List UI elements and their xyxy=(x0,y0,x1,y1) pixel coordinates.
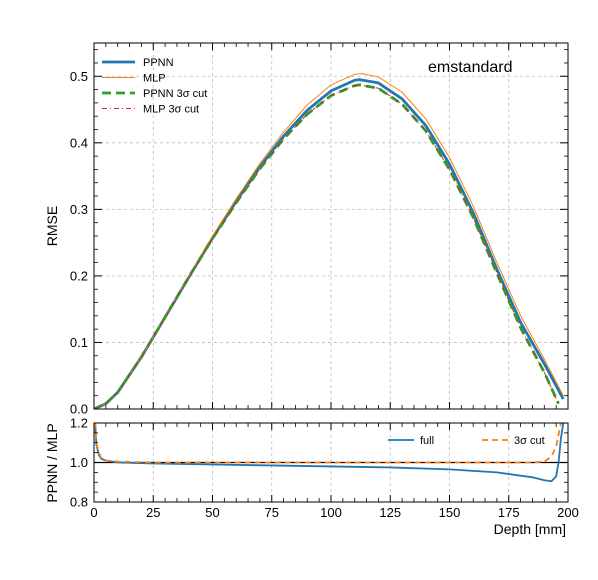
x-tick-label: 0 xyxy=(90,505,97,520)
x-tick-label: 175 xyxy=(498,505,520,520)
main-series-lines xyxy=(94,73,565,409)
legend-label: MLP xyxy=(143,73,166,85)
ratio-y-tick-label: 1.0 xyxy=(70,455,88,470)
main-y-tick-label: 0.1 xyxy=(70,335,88,350)
main-rmse-panel: 0.0 0.1 0.2 0.3 0.4 0.5 RMSE emstandard PPNN M… xyxy=(44,42,569,417)
ratio-series-full xyxy=(94,423,565,483)
ratio-series-3-cut xyxy=(94,423,562,464)
x-tick-label: 125 xyxy=(379,505,401,520)
main-y-tick-label: 0.0 xyxy=(70,402,88,417)
x-tick-label: 100 xyxy=(320,505,342,520)
ratio-y-axis-label: PPNN / MLP xyxy=(44,423,60,502)
main-axis-ticks: 0.0 0.1 0.2 0.3 0.4 0.5 xyxy=(70,43,569,417)
main-grid xyxy=(94,43,568,409)
x-tick-label: 200 xyxy=(557,505,579,520)
main-y-tick-label: 0.4 xyxy=(70,135,88,150)
legend-label: PPNN xyxy=(143,57,174,69)
main-series-ppnn xyxy=(94,78,565,409)
legend-label: MLP 3σ cut xyxy=(143,104,199,116)
ratio-panel: 0 25 50 75 100 125 150 175 200 0.8 1.0 1.2 PPNN / M… xyxy=(44,416,579,538)
x-tick-label: 50 xyxy=(205,505,219,520)
ratio-legend: full 3σ cut xyxy=(388,435,545,447)
ratio-y-tick-label: 1.2 xyxy=(70,416,88,431)
main-legend: PPNN MLP PPNN 3σ cut MLP 3σ cut xyxy=(102,57,207,116)
main-series-mlp-3-cut xyxy=(94,84,559,409)
legend-label: PPNN 3σ cut xyxy=(143,88,207,100)
ratio-plot-frame xyxy=(93,422,569,503)
x-tick-label: 75 xyxy=(265,505,279,520)
ratio-y-tick-label: 0.8 xyxy=(70,495,88,510)
main-plot-frame xyxy=(93,42,569,410)
ratio-legend-label: 3σ cut xyxy=(514,435,545,447)
x-tick-label: 25 xyxy=(146,505,160,520)
x-tick-label: 150 xyxy=(439,505,461,520)
main-y-axis-label: RMSE xyxy=(44,206,60,246)
ratio-axis-ticks: 0 25 50 75 100 125 150 175 200 0.8 1.0 1.2 xyxy=(70,416,579,521)
ratio-series-lines xyxy=(94,423,565,483)
ratio-legend-label: full xyxy=(420,435,434,447)
main-series-mlp xyxy=(94,73,564,409)
main-y-tick-label: 0.3 xyxy=(70,202,88,217)
chart-annotation: emstandard xyxy=(428,59,513,76)
x-axis-label: Depth [mm] xyxy=(494,521,566,537)
main-y-tick-label: 0.5 xyxy=(70,69,88,84)
main-y-tick-label: 0.2 xyxy=(70,268,88,283)
